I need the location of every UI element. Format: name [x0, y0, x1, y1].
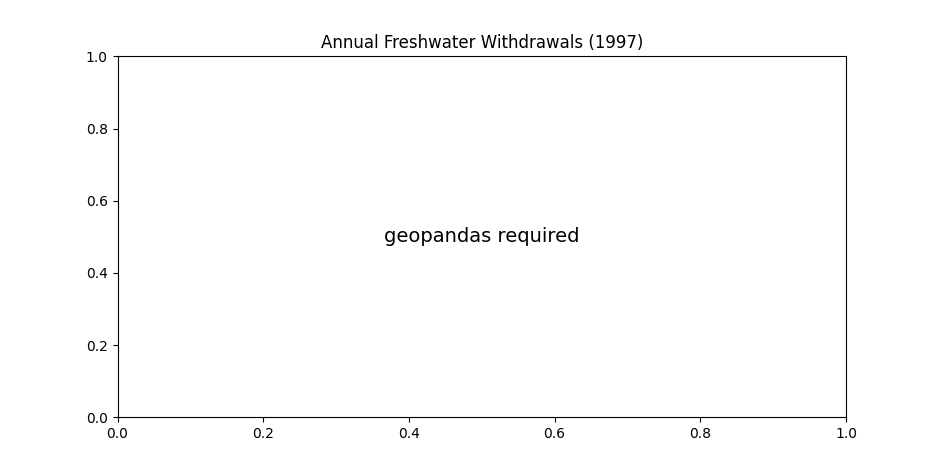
Text: geopandas required: geopandas required: [384, 227, 579, 246]
Title: Annual Freshwater Withdrawals (1997): Annual Freshwater Withdrawals (1997): [321, 34, 643, 52]
